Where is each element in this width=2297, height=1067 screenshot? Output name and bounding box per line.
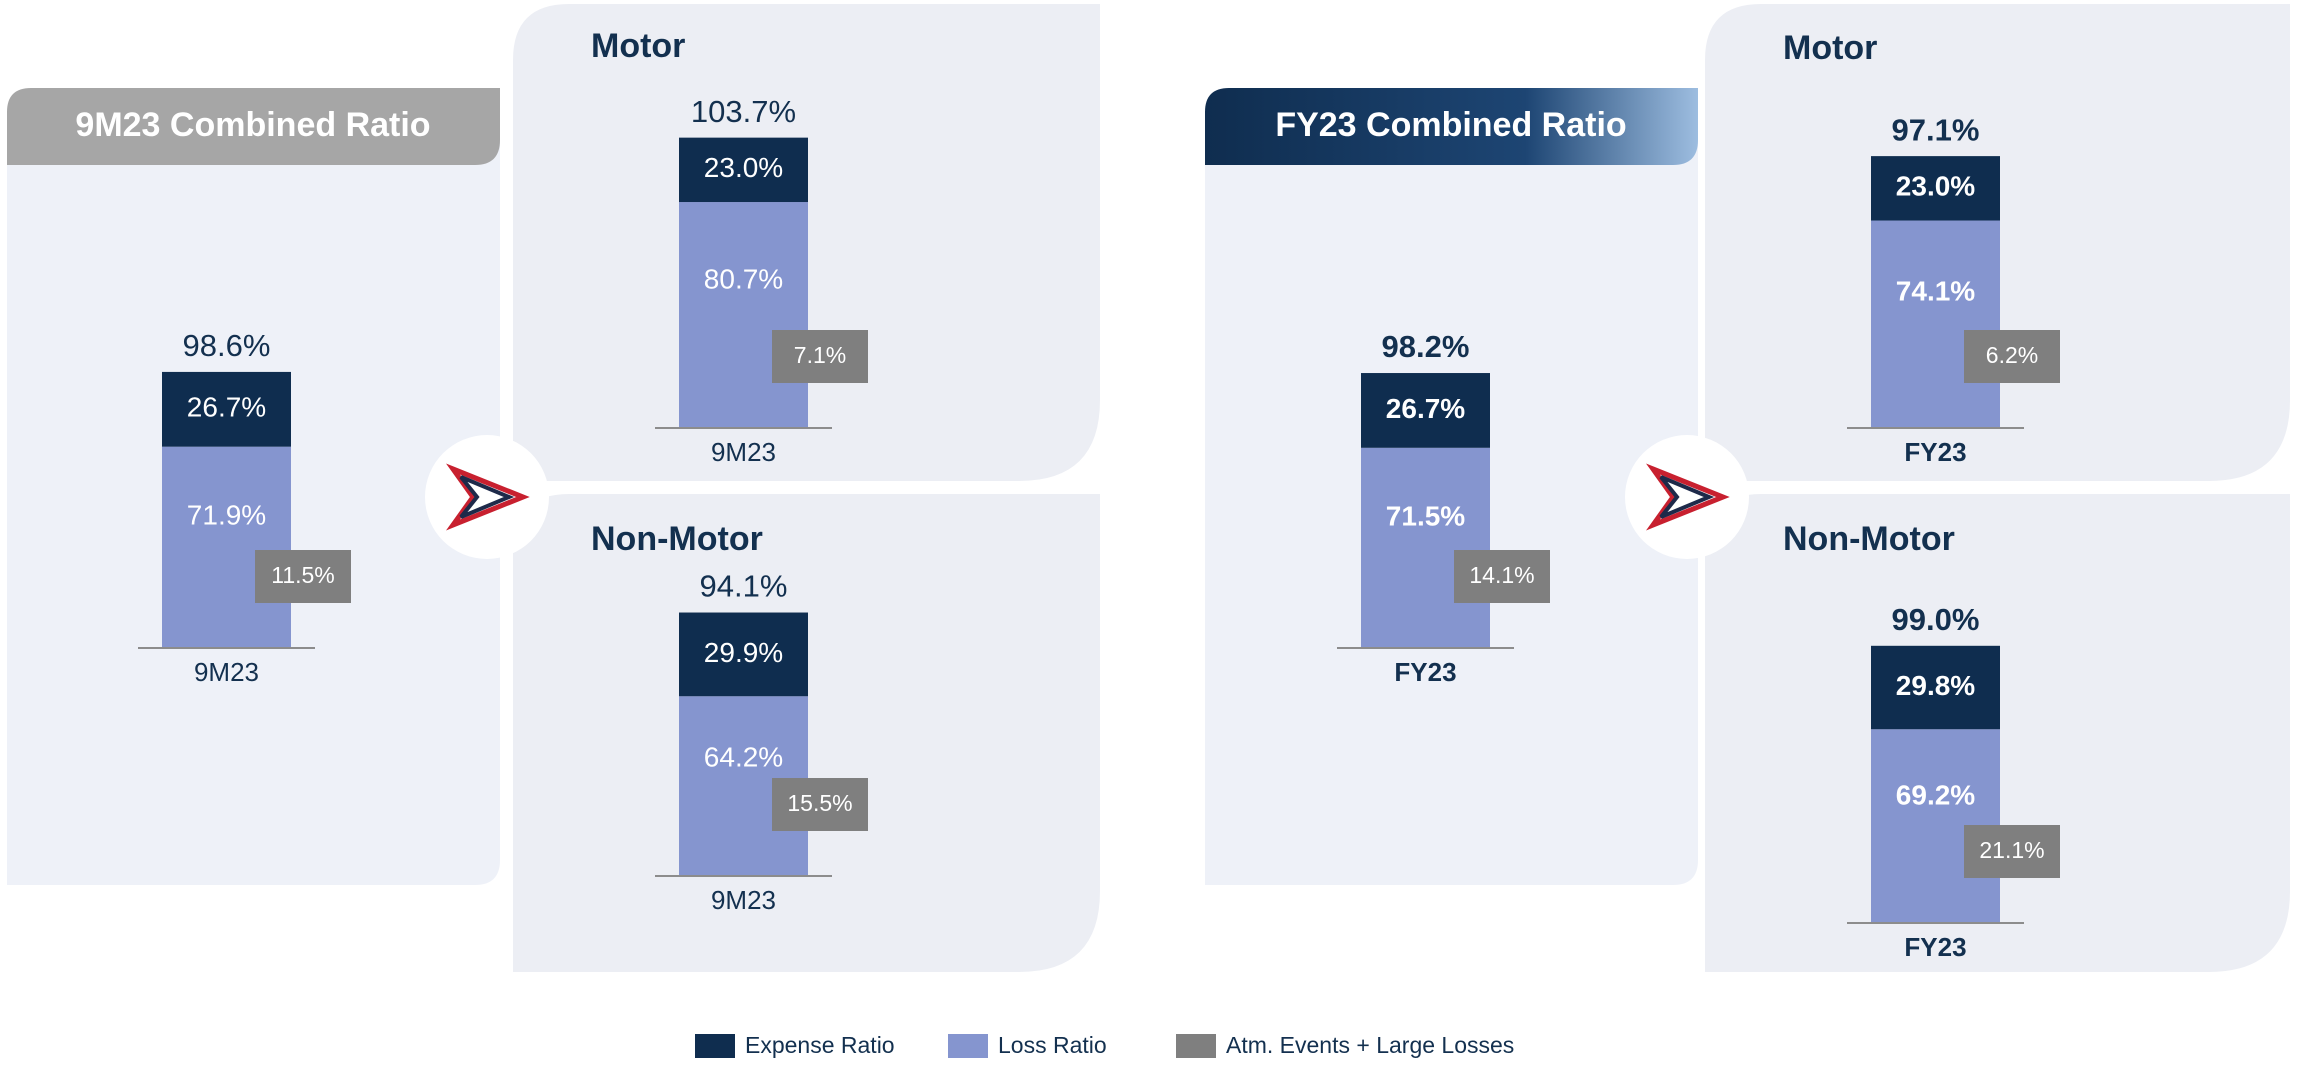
atm-box bbox=[1964, 825, 2060, 878]
legend-label: Expense Ratio bbox=[745, 1032, 895, 1058]
loss-bar bbox=[1871, 220, 2000, 428]
value-label: 71.5% bbox=[1386, 500, 1465, 531]
total-label: 103.7% bbox=[691, 94, 796, 129]
legend-swatch bbox=[948, 1034, 988, 1058]
value-label: 74.1% bbox=[1896, 276, 1975, 307]
legend-label: Atm. Events + Large Losses bbox=[1226, 1032, 1514, 1058]
value-label: 71.9% bbox=[187, 500, 266, 531]
value-label: 69.2% bbox=[1896, 779, 1975, 810]
panel-title: 9M23 Combined Ratio bbox=[75, 106, 430, 144]
panel-title: Motor bbox=[591, 27, 685, 65]
value-label: 11.5% bbox=[271, 562, 335, 588]
value-label: 26.7% bbox=[187, 392, 266, 423]
legend-label: Loss Ratio bbox=[998, 1032, 1107, 1058]
value-label: 23.0% bbox=[1896, 171, 1975, 202]
legend-swatch bbox=[1176, 1034, 1216, 1058]
loss-bar bbox=[1361, 447, 1490, 648]
total-label: 99.0% bbox=[1892, 602, 1980, 637]
value-label: 29.8% bbox=[1896, 670, 1975, 701]
panel-title: Non-Motor bbox=[1783, 520, 1955, 558]
total-label: 98.2% bbox=[1382, 329, 1470, 364]
total-label: 98.6% bbox=[183, 328, 271, 363]
panel-title: FY23 Combined Ratio bbox=[1275, 106, 1626, 144]
logo bbox=[425, 435, 549, 559]
logo bbox=[1625, 435, 1749, 559]
loss-bar bbox=[162, 446, 291, 648]
value-label: 15.5% bbox=[787, 790, 852, 816]
expense-bar bbox=[679, 612, 808, 697]
value-label: 14.1% bbox=[1469, 562, 1534, 588]
panel-title: Motor bbox=[1783, 29, 1877, 67]
value-label: 7.1% bbox=[794, 342, 846, 368]
expense-bar bbox=[679, 137, 808, 203]
x-tick-label: 9M23 bbox=[711, 885, 776, 915]
atm-box bbox=[1454, 550, 1550, 603]
atm-box bbox=[772, 330, 868, 383]
atm-box bbox=[772, 778, 868, 831]
panel-header bbox=[7, 88, 500, 165]
expense-bar bbox=[1871, 645, 2000, 730]
x-tick-label: 9M23 bbox=[711, 437, 776, 467]
panel-title: Non-Motor bbox=[591, 520, 763, 558]
value-label: 29.9% bbox=[704, 637, 783, 668]
atm-box bbox=[255, 550, 351, 603]
expense-bar bbox=[1871, 156, 2000, 221]
x-tick-label: FY23 bbox=[1394, 657, 1456, 687]
loss-bar bbox=[679, 202, 808, 428]
value-label: 6.2% bbox=[1986, 342, 2038, 368]
value-label: 80.7% bbox=[704, 264, 783, 295]
total-label: 94.1% bbox=[700, 569, 788, 604]
legend-swatch bbox=[695, 1034, 735, 1058]
value-label: 26.7% bbox=[1386, 393, 1465, 424]
value-label: 64.2% bbox=[704, 742, 783, 773]
atm-box bbox=[1964, 330, 2060, 383]
total-label: 97.1% bbox=[1892, 112, 1980, 147]
x-tick-label: FY23 bbox=[1904, 437, 1966, 467]
panel-header bbox=[1205, 88, 1698, 165]
value-label: 21.1% bbox=[1979, 837, 2044, 863]
expense-bar bbox=[162, 371, 291, 447]
expense-bar bbox=[1361, 373, 1490, 448]
value-label: 23.0% bbox=[704, 152, 783, 183]
x-tick-label: FY23 bbox=[1904, 932, 1966, 962]
x-tick-label: 9M23 bbox=[194, 657, 259, 687]
